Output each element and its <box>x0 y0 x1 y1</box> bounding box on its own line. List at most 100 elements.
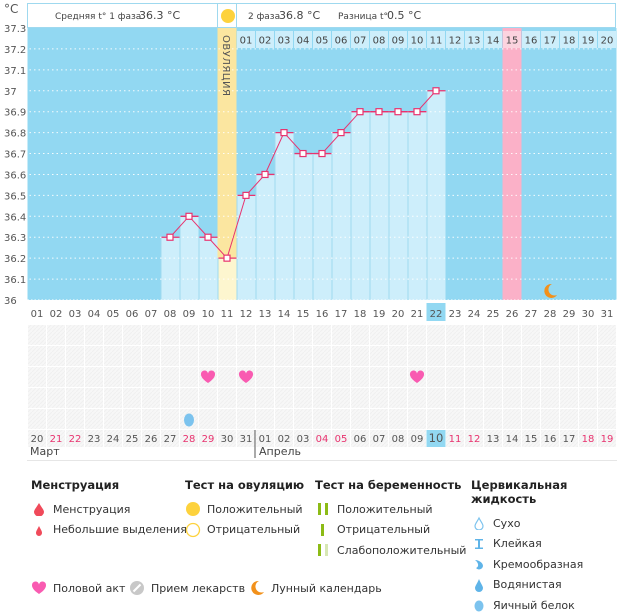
symptom-cell <box>123 409 141 429</box>
month-april: Апрель <box>259 445 301 458</box>
symptom-cell <box>560 346 578 366</box>
symptom-cell <box>446 409 464 429</box>
date-cell <box>503 430 521 447</box>
month-march: Март <box>30 445 60 458</box>
stats-header <box>27 3 616 28</box>
moon-icon <box>544 283 557 298</box>
symptom-cell <box>66 325 84 345</box>
x-tick-label: 07 <box>145 309 158 320</box>
phase2-day-cell <box>389 31 407 48</box>
symptom-cell <box>47 388 65 408</box>
legend-item: Менструация <box>31 499 187 520</box>
x-tick-label: 06 <box>126 309 139 320</box>
symptom-cell <box>427 409 445 429</box>
x-tick-label: 31 <box>601 309 614 320</box>
date-cell <box>161 430 179 447</box>
symptom-cell <box>66 388 84 408</box>
legend-title: Цервикальная жидкость <box>471 478 568 506</box>
heart-icon <box>31 580 47 596</box>
symptom-cell <box>560 409 578 429</box>
legend-title: Тест на беременность <box>315 478 462 492</box>
calendar-date: 19 <box>601 434 614 445</box>
symptom-cell <box>275 325 293 345</box>
calendar-dates-row: 20 21 22 23 24 25 26 27 28 29 30 31 01 02 03 04 05 06 07 08… <box>28 430 616 458</box>
phase2-day-label: 05 <box>316 36 329 47</box>
phase2-day-label: 16 <box>525 36 538 47</box>
symptom-cell <box>351 409 369 429</box>
legend-item: Водянистая <box>471 575 626 596</box>
legend-item: Небольшие выделения <box>31 520 187 541</box>
phase1-value: 36.3 °C <box>139 9 180 22</box>
legend-label: Клейкая <box>493 537 542 551</box>
x-tick-label: 11 <box>221 309 234 320</box>
phase2-day-label: 20 <box>601 36 614 47</box>
calendar-date: 24 <box>107 434 120 445</box>
symptom-cell <box>28 409 46 429</box>
phase2-day-cell <box>313 31 331 48</box>
symptom-cell <box>465 388 483 408</box>
legend-item: Отрицательный <box>185 520 304 541</box>
symptom-cell <box>275 367 293 387</box>
phase2-day-cell <box>275 31 293 48</box>
y-tick-label: 36.7 <box>4 150 26 161</box>
symptom-cell <box>237 325 255 345</box>
calendar-date: 18 <box>582 434 595 445</box>
legend-title: Менструация <box>31 478 120 492</box>
legend-title: Тест на овуляцию <box>185 478 305 492</box>
calendar-date: 07 <box>373 434 386 445</box>
date-cell <box>85 430 103 447</box>
calendar-date: 21 <box>50 434 63 445</box>
dry-drop-outline-icon <box>471 515 487 531</box>
date-cell <box>180 430 198 447</box>
x-tick-label: 14 <box>278 309 291 320</box>
date-cell <box>560 430 578 447</box>
legend-item: Яичный белок <box>471 595 626 616</box>
phase2-day-label: 11 <box>430 36 443 47</box>
symptom-cell <box>332 346 350 366</box>
symptom-cell <box>104 346 122 366</box>
symptom-cell <box>370 346 388 366</box>
temperature-bar <box>236 195 256 300</box>
legend-label: Слабоположительный <box>337 543 467 557</box>
symptom-cell <box>541 346 559 366</box>
egg-white-icon <box>471 597 487 613</box>
symptom-cell <box>560 388 578 408</box>
legend-label: Лунный календарь <box>271 581 382 595</box>
y-tick-label: 37.1 <box>4 66 26 77</box>
symptom-cell <box>446 325 464 345</box>
phase2-day-cell <box>503 31 521 48</box>
ovulation-label: ОВУЛЯЦИЯ <box>220 35 231 97</box>
symptom-cell <box>522 346 540 366</box>
symptom-cell <box>237 346 255 366</box>
symptom-cell <box>275 346 293 366</box>
symptom-grid <box>28 325 616 429</box>
y-tick-label: 36.4 <box>4 212 26 223</box>
ovulation-column <box>217 28 237 259</box>
symptom-cell <box>370 409 388 429</box>
symptom-cell <box>465 346 483 366</box>
symptom-cell <box>427 388 445 408</box>
symptom-cell <box>47 367 65 387</box>
drop-red-icon <box>31 501 47 517</box>
symptom-cell <box>579 325 597 345</box>
legend-item: Положительный <box>185 499 304 520</box>
legend-label: Отрицательный <box>207 523 301 537</box>
calendar-date: 14 <box>506 434 519 445</box>
x-tick-label: 23 <box>449 309 462 320</box>
legend-item: Слабоположительный <box>315 540 466 561</box>
symptom-cell <box>104 409 122 429</box>
symptom-cell <box>484 367 502 387</box>
symptom-cell <box>256 367 274 387</box>
phase2-day-label: 07 <box>354 36 367 47</box>
sun-filled-icon <box>185 501 201 517</box>
symptom-cell <box>351 325 369 345</box>
creamy-drop-icon <box>471 556 487 572</box>
x-tick-label: 21 <box>411 309 424 320</box>
date-cell <box>541 430 559 447</box>
phase2-day-label: 03 <box>278 36 291 47</box>
phase2-label: 2 фаза <box>248 12 280 22</box>
date-cell <box>28 430 46 447</box>
symptom-cell <box>47 346 65 366</box>
calendar-date: 27 <box>164 434 177 445</box>
x-tick-label: 09 <box>183 309 196 320</box>
